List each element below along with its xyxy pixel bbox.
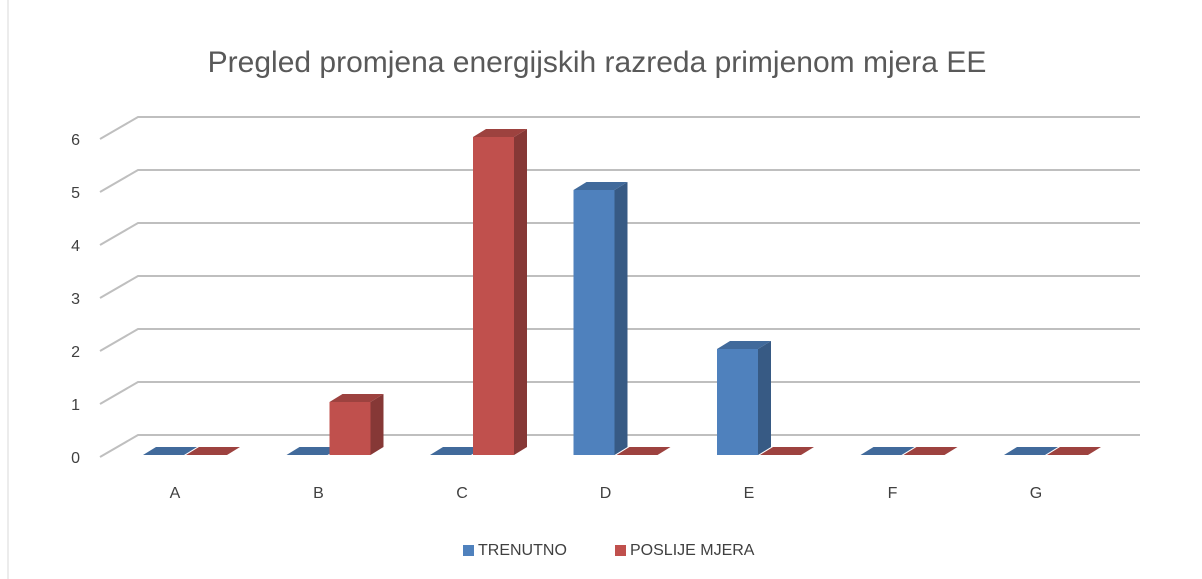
grid-line <box>99 222 1140 246</box>
chart-title: Pregled promjena energijskih razreda pri… <box>208 46 987 79</box>
bar-front <box>473 137 514 455</box>
bar <box>473 129 527 455</box>
y-tick-label: 5 <box>71 185 80 202</box>
grid-line <box>99 116 1140 140</box>
x-tick-label: F <box>888 485 898 502</box>
x-tick-label: A <box>170 485 181 502</box>
x-tick-label: G <box>1030 485 1042 502</box>
legend-swatch <box>615 545 626 556</box>
bar-top <box>860 447 915 455</box>
bar-front <box>717 349 758 455</box>
x-tick-label: E <box>744 485 755 502</box>
y-tick-label: 0 <box>71 450 80 467</box>
bar <box>717 341 771 455</box>
bar <box>286 447 341 455</box>
bar-top <box>329 394 384 402</box>
grid-line <box>99 434 1140 458</box>
bar <box>1004 447 1058 455</box>
bar <box>860 447 915 455</box>
legend-label: TRENUTNO <box>478 542 567 559</box>
bar-side <box>614 182 628 455</box>
y-tick-label: 6 <box>71 132 80 149</box>
bar <box>760 447 814 455</box>
grid-line <box>99 275 1140 299</box>
y-tick-label: 2 <box>71 344 80 361</box>
bar-top <box>186 447 240 455</box>
bar-top <box>903 447 958 455</box>
bar-top <box>473 129 527 137</box>
grid-line <box>99 328 1140 352</box>
bar-top <box>430 447 484 455</box>
y-tick-label: 4 <box>71 238 80 255</box>
bar <box>1047 447 1101 455</box>
bar <box>573 182 628 455</box>
bar <box>430 447 484 455</box>
bar-top <box>760 447 814 455</box>
y-tick-label: 3 <box>71 291 80 308</box>
legend-label: POSLIJE MJERA <box>630 542 755 559</box>
bar <box>903 447 958 455</box>
legend-swatch <box>463 545 474 556</box>
y-tick-label: 1 <box>71 397 80 414</box>
grid-line <box>99 169 1140 193</box>
bar-side <box>514 129 527 455</box>
bar-side <box>758 341 771 455</box>
bar <box>143 447 197 455</box>
bar-front <box>573 190 615 455</box>
bar-side <box>370 394 384 455</box>
x-tick-label: D <box>600 485 612 502</box>
bar <box>616 447 671 455</box>
x-tick-label: B <box>313 485 324 502</box>
bar <box>329 394 384 455</box>
bar-top <box>1047 447 1101 455</box>
bar-top <box>573 182 628 190</box>
bar-top <box>717 341 771 349</box>
x-tick-label: C <box>456 485 468 502</box>
bar-top <box>616 447 671 455</box>
bar-top <box>1004 447 1058 455</box>
bar-front <box>329 402 371 455</box>
grid-line <box>99 381 1140 405</box>
bar-top <box>143 447 197 455</box>
bar-top <box>286 447 341 455</box>
bar <box>186 447 240 455</box>
